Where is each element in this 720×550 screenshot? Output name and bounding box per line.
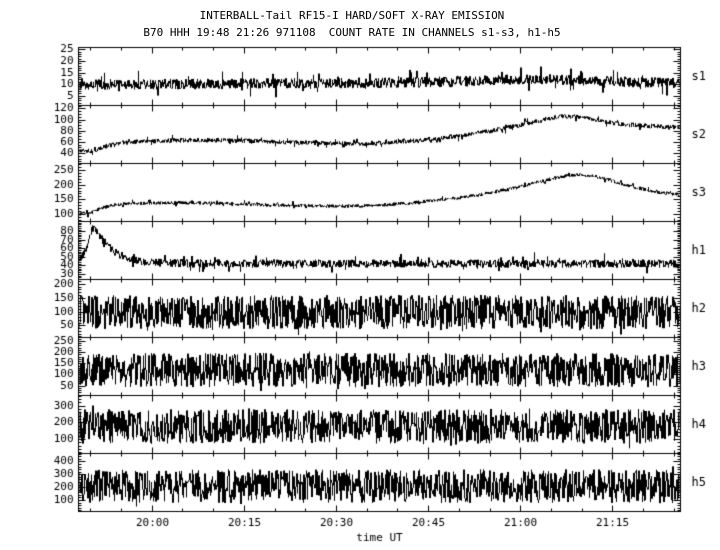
chart-subtitle: B70 HHH 19:48 21:26 971108 COUNT RATE IN…: [143, 26, 561, 39]
chart-title: INTERBALL-Tail RF15-I HARD/SOFT X-RAY EM…: [199, 9, 505, 22]
